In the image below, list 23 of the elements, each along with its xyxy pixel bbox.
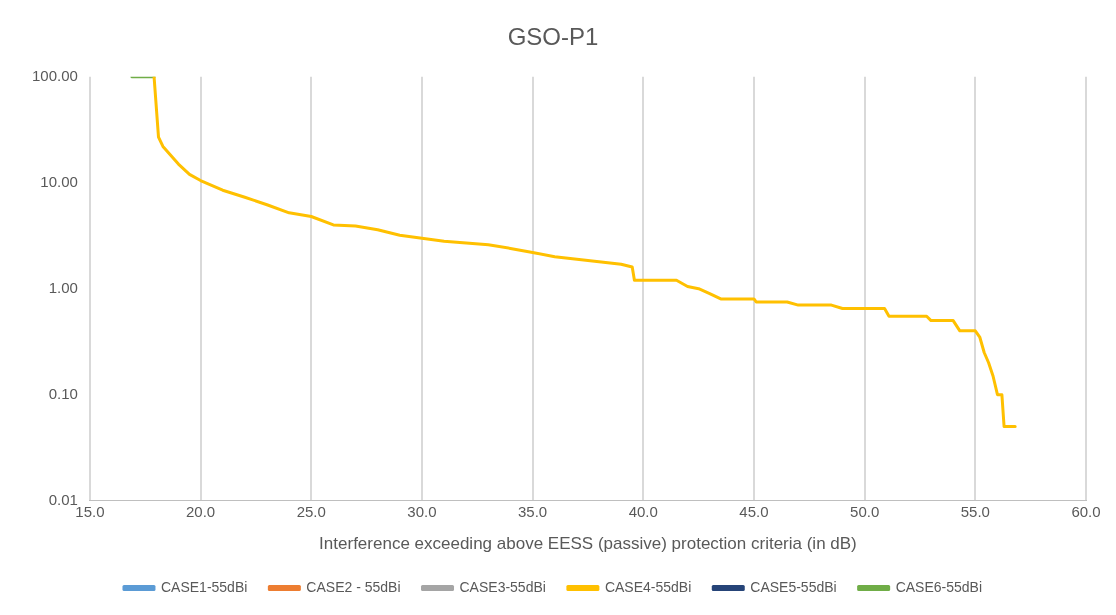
chart-title: GSO-P1	[507, 23, 599, 51]
x-axis-title: Interference exceeding above EESS (passive) protection criteria (in dB)	[319, 534, 857, 554]
y-tick-label: 0.01	[48, 490, 78, 508]
legend-label: CASE5-55dBi	[750, 578, 837, 595]
x-tick-label: 60.0	[1071, 502, 1101, 520]
y-tick-label: 100.00	[31, 66, 78, 84]
x-tick-label: 25.0	[296, 502, 326, 520]
legend-label: CASE1-55dBi	[160, 578, 248, 595]
legend-label: CASE2 - 55dBi	[306, 578, 401, 595]
y-tick-label: 0.10	[48, 384, 78, 402]
x-tick-label: 40.0	[628, 502, 658, 520]
x-tick-label: 45.0	[739, 502, 769, 520]
x-tick-label: 55.0	[960, 502, 990, 520]
y-tick-label: 10.00	[40, 172, 78, 190]
legend-label: CASE6-55dBi	[895, 578, 983, 595]
legend-label: CASE4-55dBi	[604, 578, 692, 595]
legend-label: CASE3-55dBi	[459, 578, 546, 595]
y-tick-label: 1.00	[48, 278, 78, 296]
x-tick-label: 30.0	[407, 502, 437, 520]
x-tick-label: 35.0	[518, 502, 548, 520]
x-tick-label: 15.0	[75, 502, 105, 520]
x-tick-label: 50.0	[850, 502, 880, 520]
x-tick-label: 20.0	[185, 502, 216, 520]
